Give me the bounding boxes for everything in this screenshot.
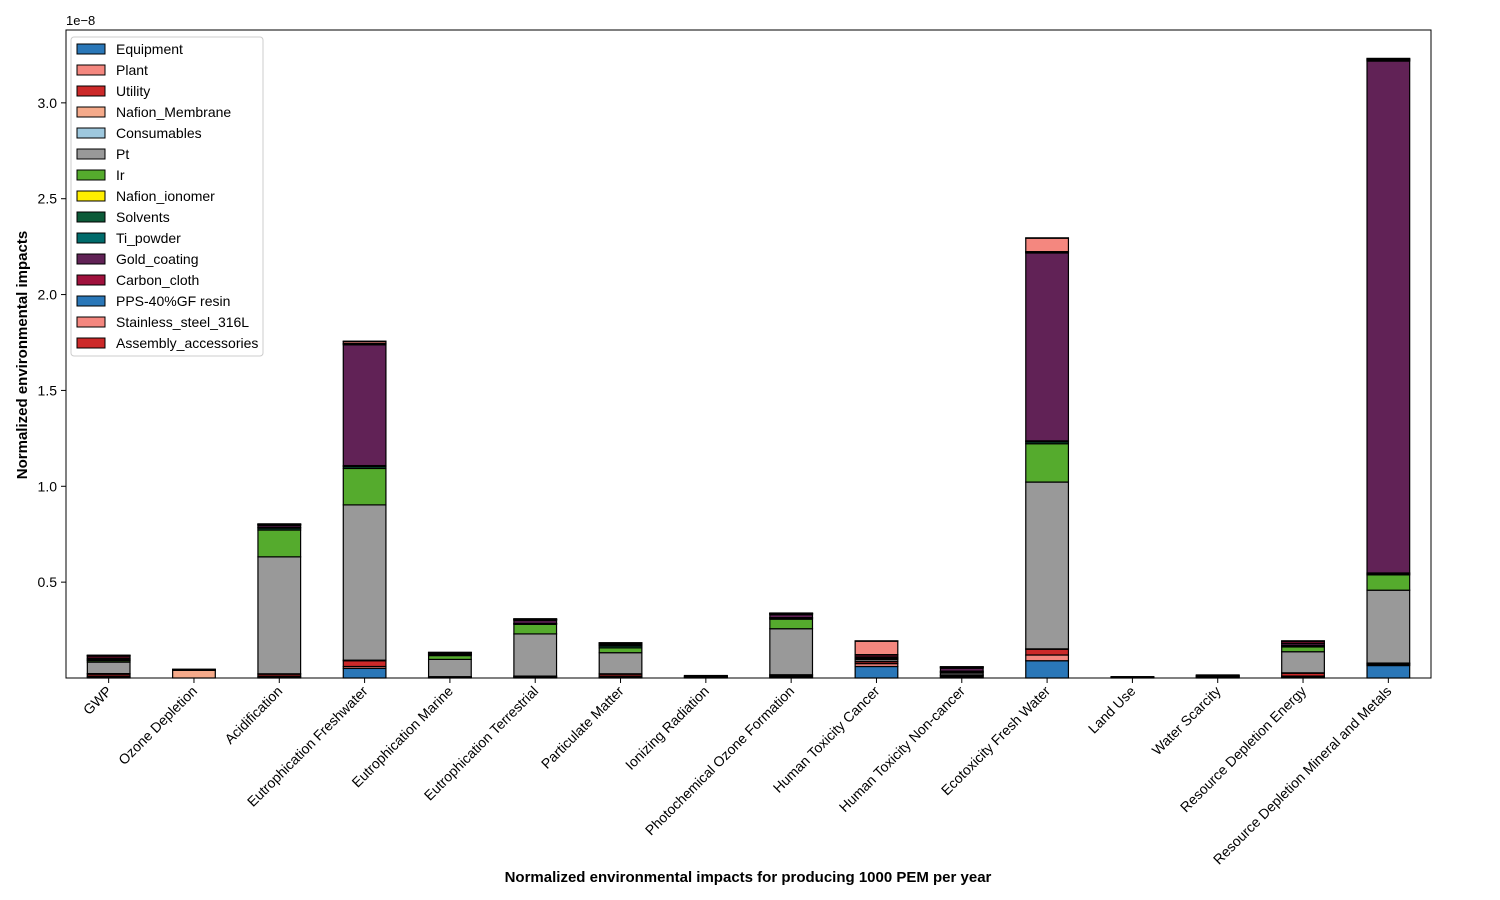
legend-swatch bbox=[76, 316, 106, 328]
x-tick-label: Ionizing Radiation bbox=[622, 683, 712, 773]
x-tick-label: Land Use bbox=[1085, 683, 1139, 737]
y-axis-ticks: 0.5 1.0 1.5 2.0 2.5 3.0 bbox=[38, 95, 66, 590]
bar-segment bbox=[1281, 651, 1325, 674]
legend: Equipment Plant Utility Nafion_Membrane Cons… bbox=[70, 36, 264, 357]
legend-swatch bbox=[76, 295, 106, 307]
legend-swatch bbox=[76, 127, 106, 139]
legend-swatch bbox=[76, 106, 106, 118]
x-tick-label: Water Scarcity bbox=[1149, 683, 1224, 758]
bar-segment bbox=[769, 628, 814, 676]
bar-segment bbox=[342, 467, 387, 506]
legend-label: Consumables bbox=[116, 125, 202, 141]
legend-swatch bbox=[76, 190, 106, 202]
legend-label: Stainless_steel_316L bbox=[116, 314, 249, 330]
legend-frame bbox=[70, 36, 264, 357]
bar-segment bbox=[1025, 654, 1070, 662]
y-tick-label: 0.5 bbox=[38, 574, 58, 590]
legend-label: Ir bbox=[116, 167, 125, 183]
bar-segments bbox=[86, 57, 1411, 679]
legend-label: Assembly_accessories bbox=[116, 335, 258, 351]
bar-segment bbox=[342, 344, 387, 467]
bar-segment bbox=[1025, 443, 1070, 483]
bar-segment bbox=[1366, 589, 1411, 664]
legend-swatch bbox=[76, 211, 106, 223]
bar-segment bbox=[854, 665, 899, 679]
x-axis-ticks: GWP Ozone Depletion AcidificationEutrophic… bbox=[80, 678, 1395, 868]
legend-swatch bbox=[76, 274, 106, 286]
bar-segment bbox=[342, 660, 387, 668]
legend-label: Gold_coating bbox=[116, 251, 199, 267]
y-axis-label: Normalized environmental impacts bbox=[14, 231, 31, 479]
bar-segment bbox=[513, 623, 558, 635]
legend-swatch bbox=[76, 85, 106, 97]
x-tick-label: Photochemical Ozone Formation bbox=[642, 683, 797, 838]
x-tick-label: Acidification bbox=[221, 683, 285, 747]
legend-label: Ti_powder bbox=[116, 230, 181, 246]
bar-segment bbox=[1366, 60, 1411, 574]
legend-label: Pt bbox=[116, 146, 129, 162]
y-tick-label: 3.0 bbox=[38, 95, 58, 111]
bar-segment bbox=[86, 661, 131, 675]
legend-swatch bbox=[76, 169, 106, 181]
bar-segment bbox=[1025, 237, 1070, 253]
legend-label: Nafion_Membrane bbox=[116, 104, 231, 120]
y-tick-label: 1.0 bbox=[38, 478, 58, 494]
x-tick-label: Resource Depletion Mineral and Metals bbox=[1210, 683, 1395, 868]
y-offset-text: 1e−8 bbox=[66, 13, 95, 28]
legend-label: Utility bbox=[116, 83, 150, 99]
bar-segment bbox=[1025, 648, 1070, 656]
bar-segment bbox=[769, 618, 814, 630]
legend-swatch bbox=[76, 43, 106, 55]
bar-segment bbox=[1281, 646, 1325, 653]
bar-segment bbox=[172, 669, 216, 679]
legend-swatch bbox=[76, 232, 106, 244]
bar-segment bbox=[1025, 252, 1070, 442]
bar-segment bbox=[1366, 664, 1411, 679]
legend-swatch bbox=[76, 64, 106, 76]
legend-label: Solvents bbox=[116, 209, 170, 225]
bar-segment bbox=[1025, 481, 1070, 650]
legend-label: Equipment bbox=[116, 41, 183, 57]
bar-segment bbox=[1025, 660, 1070, 679]
bar-segment bbox=[854, 640, 899, 656]
bar-segment bbox=[513, 633, 558, 677]
legend-label: Plant bbox=[116, 62, 148, 78]
legend-swatch bbox=[76, 148, 106, 160]
legend-label: PPS-40%GF resin bbox=[116, 293, 230, 309]
legend-swatch bbox=[76, 337, 106, 349]
bar-segment bbox=[342, 504, 387, 661]
bar-segment bbox=[342, 667, 387, 679]
y-tick-label: 2.5 bbox=[38, 191, 58, 207]
bar-segment bbox=[1366, 574, 1411, 591]
plot-frame bbox=[65, 29, 1432, 679]
bar-segment bbox=[257, 529, 302, 558]
x-tick-label: Particulate Matter bbox=[538, 683, 627, 772]
y-tick-label: 2.0 bbox=[38, 287, 58, 303]
x-tick-label: GWP bbox=[80, 683, 115, 718]
legend-label: Nafion_ionomer bbox=[116, 188, 215, 204]
legend-label: Carbon_cloth bbox=[116, 272, 199, 288]
bar-segment bbox=[598, 652, 643, 675]
bar-segment bbox=[598, 647, 643, 654]
x-axis-label: Normalized environmental impacts for pro… bbox=[505, 869, 992, 886]
x-tick-label: Ozone Depletion bbox=[115, 683, 200, 768]
bar-segment bbox=[427, 658, 472, 678]
bar-segment bbox=[257, 556, 302, 675]
y-tick-label: 1.5 bbox=[38, 382, 58, 398]
legend-swatch bbox=[76, 253, 106, 265]
